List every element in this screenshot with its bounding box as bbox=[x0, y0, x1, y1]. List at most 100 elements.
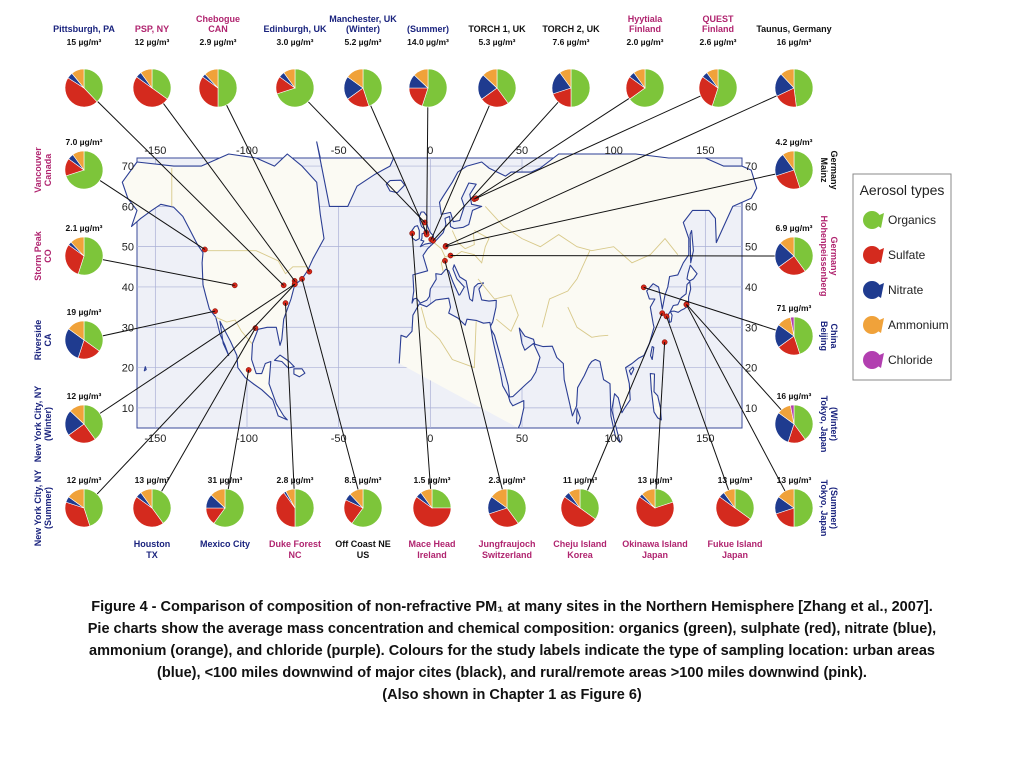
leader-line bbox=[307, 101, 426, 223]
pie-slice-ammonium bbox=[204, 68, 219, 89]
left-latitude-tick: 30 bbox=[122, 322, 134, 334]
legend-swatch-sulfate bbox=[863, 246, 881, 264]
bottom-longitude-tick: -100 bbox=[236, 433, 258, 445]
leader-line bbox=[99, 283, 295, 414]
landmass-japan-hokkaido bbox=[686, 264, 698, 282]
right-latitude-tick: 40 bbox=[745, 282, 757, 294]
landmass-sri-lanka bbox=[576, 408, 581, 425]
right-latitude-tick: 20 bbox=[745, 363, 757, 375]
pie-slice-chloride bbox=[790, 404, 795, 425]
site-name-label: (Summer) bbox=[407, 24, 449, 34]
pie-slice-organics bbox=[83, 68, 104, 103]
country-border bbox=[433, 242, 446, 272]
country-border bbox=[420, 306, 477, 369]
country-border bbox=[477, 278, 519, 333]
pie-slice-ammonium bbox=[70, 236, 85, 257]
leader-line bbox=[370, 105, 427, 233]
pie-slice-organics bbox=[83, 404, 104, 440]
pie-slice-ammonium bbox=[140, 488, 153, 509]
pie-slice-organics bbox=[431, 488, 452, 509]
landmass-iceland bbox=[385, 179, 406, 194]
pie-slice-organics bbox=[83, 488, 104, 527]
legend-item-chloride: Chloride bbox=[863, 351, 933, 369]
legend-label-sulfate: Sulfate bbox=[888, 248, 926, 262]
country-border bbox=[567, 306, 609, 338]
leader-line bbox=[411, 233, 432, 490]
leader-line bbox=[99, 179, 206, 250]
concentration-label: 2.8 µg/m³ bbox=[276, 475, 313, 485]
legend: Aerosol types Organics Sulfate Nitrate Ammon… bbox=[852, 173, 952, 381]
pie-slice-sulfate bbox=[488, 507, 519, 528]
concentration-label: 13 µg/m³ bbox=[777, 475, 812, 485]
pie-slice-ammonium bbox=[347, 68, 364, 89]
pie-slice-organics bbox=[506, 488, 527, 524]
pie-slice-organics bbox=[579, 488, 600, 520]
landmass-greenland bbox=[316, 141, 395, 207]
left-latitude-tick: 10 bbox=[122, 403, 134, 415]
landmass-japan-kyushu bbox=[667, 310, 673, 323]
leader-line bbox=[432, 101, 559, 241]
site-name-label: QUEST bbox=[702, 14, 734, 24]
leader-line bbox=[97, 101, 285, 286]
leader-line bbox=[285, 303, 295, 490]
pie-slice-organics bbox=[217, 68, 238, 108]
pie-slice-sulfate bbox=[132, 76, 168, 108]
top-longitude-tick: -150 bbox=[144, 145, 166, 157]
caption-line-2: Pie charts show the average mass concent… bbox=[87, 621, 937, 637]
site-group: 4.2 µg/m³ Mainz Germany bbox=[774, 137, 839, 190]
pie-slice-organics bbox=[213, 488, 245, 528]
site-group: Taunus, Germany 16 µg/m³ bbox=[756, 24, 832, 108]
pie-slice-organics bbox=[570, 68, 591, 108]
leader-line bbox=[445, 173, 776, 248]
site-name-label: CA bbox=[43, 333, 53, 346]
site-name-label: CO bbox=[43, 249, 53, 263]
landmass-ireland bbox=[411, 225, 420, 242]
top-longitude-tick: 100 bbox=[604, 145, 622, 157]
site-name-label: Hyytiala bbox=[628, 14, 664, 24]
pie-slice-ammonium bbox=[780, 68, 795, 89]
pie-slice-sulfate bbox=[778, 255, 806, 276]
legend-item-ammonium: Ammonium bbox=[863, 316, 949, 334]
site-name-label: Taunus, Germany bbox=[756, 24, 831, 34]
site-group: (Summer) 14.0 µg/m³ bbox=[407, 24, 449, 108]
legend-item-organics: Organics bbox=[863, 211, 936, 229]
right-latitude-tick: 70 bbox=[745, 161, 757, 173]
pie-slice-organics bbox=[294, 488, 315, 528]
concentration-label: 7.0 µg/m³ bbox=[65, 137, 102, 147]
concentration-label: 13 µg/m³ bbox=[718, 475, 753, 485]
site-group: Manchester, UK(Winter) 5.2 µg/m³ bbox=[329, 14, 397, 108]
pie-slice-ammonium bbox=[641, 488, 656, 509]
pie-slice-sulfate bbox=[275, 492, 296, 528]
bottom-longitude-tick: 100 bbox=[604, 433, 622, 445]
concentration-label: 13 µg/m³ bbox=[638, 475, 673, 485]
site-name-label: TORCH 2, UK bbox=[542, 24, 600, 34]
site-name-label: Off Coast NE bbox=[335, 539, 391, 549]
right-latitude-tick: 10 bbox=[745, 403, 757, 415]
concentration-label: 11 µg/m³ bbox=[563, 475, 597, 485]
site-name-label: Ireland bbox=[417, 550, 447, 560]
site-group: 13 µg/m³ Tokyo, Japan (Summer) bbox=[774, 475, 839, 536]
leader-line bbox=[643, 286, 777, 331]
pie-slice-sulfate bbox=[560, 496, 596, 528]
leader-line bbox=[227, 369, 250, 490]
site-name-label: Beijing bbox=[819, 321, 829, 351]
pie-slice-sulfate bbox=[412, 496, 452, 528]
site-name-label: Switzerland bbox=[482, 550, 532, 560]
concentration-label: 2.1 µg/m³ bbox=[65, 223, 102, 233]
concentration-label: 1.5 µg/m³ bbox=[413, 475, 450, 485]
pie-slice-ammonium bbox=[568, 488, 581, 509]
pie-slice-nitrate bbox=[64, 328, 85, 359]
pie-slice-organics bbox=[793, 236, 814, 272]
site-pie-charts: Pittsburgh, PA 15 µg/m³ PSP, NY 12 µg/m³ Che… bbox=[33, 14, 839, 560]
right-latitude-tick: 30 bbox=[745, 322, 757, 334]
pie-slice-ammonium bbox=[633, 68, 646, 89]
legend-swatch-chloride bbox=[863, 351, 881, 369]
site-name-label: (Winter) bbox=[43, 407, 53, 441]
pie-slice-organics bbox=[351, 488, 383, 528]
pie-slice-ammonium bbox=[71, 68, 85, 89]
landmass-north-america bbox=[121, 153, 325, 421]
